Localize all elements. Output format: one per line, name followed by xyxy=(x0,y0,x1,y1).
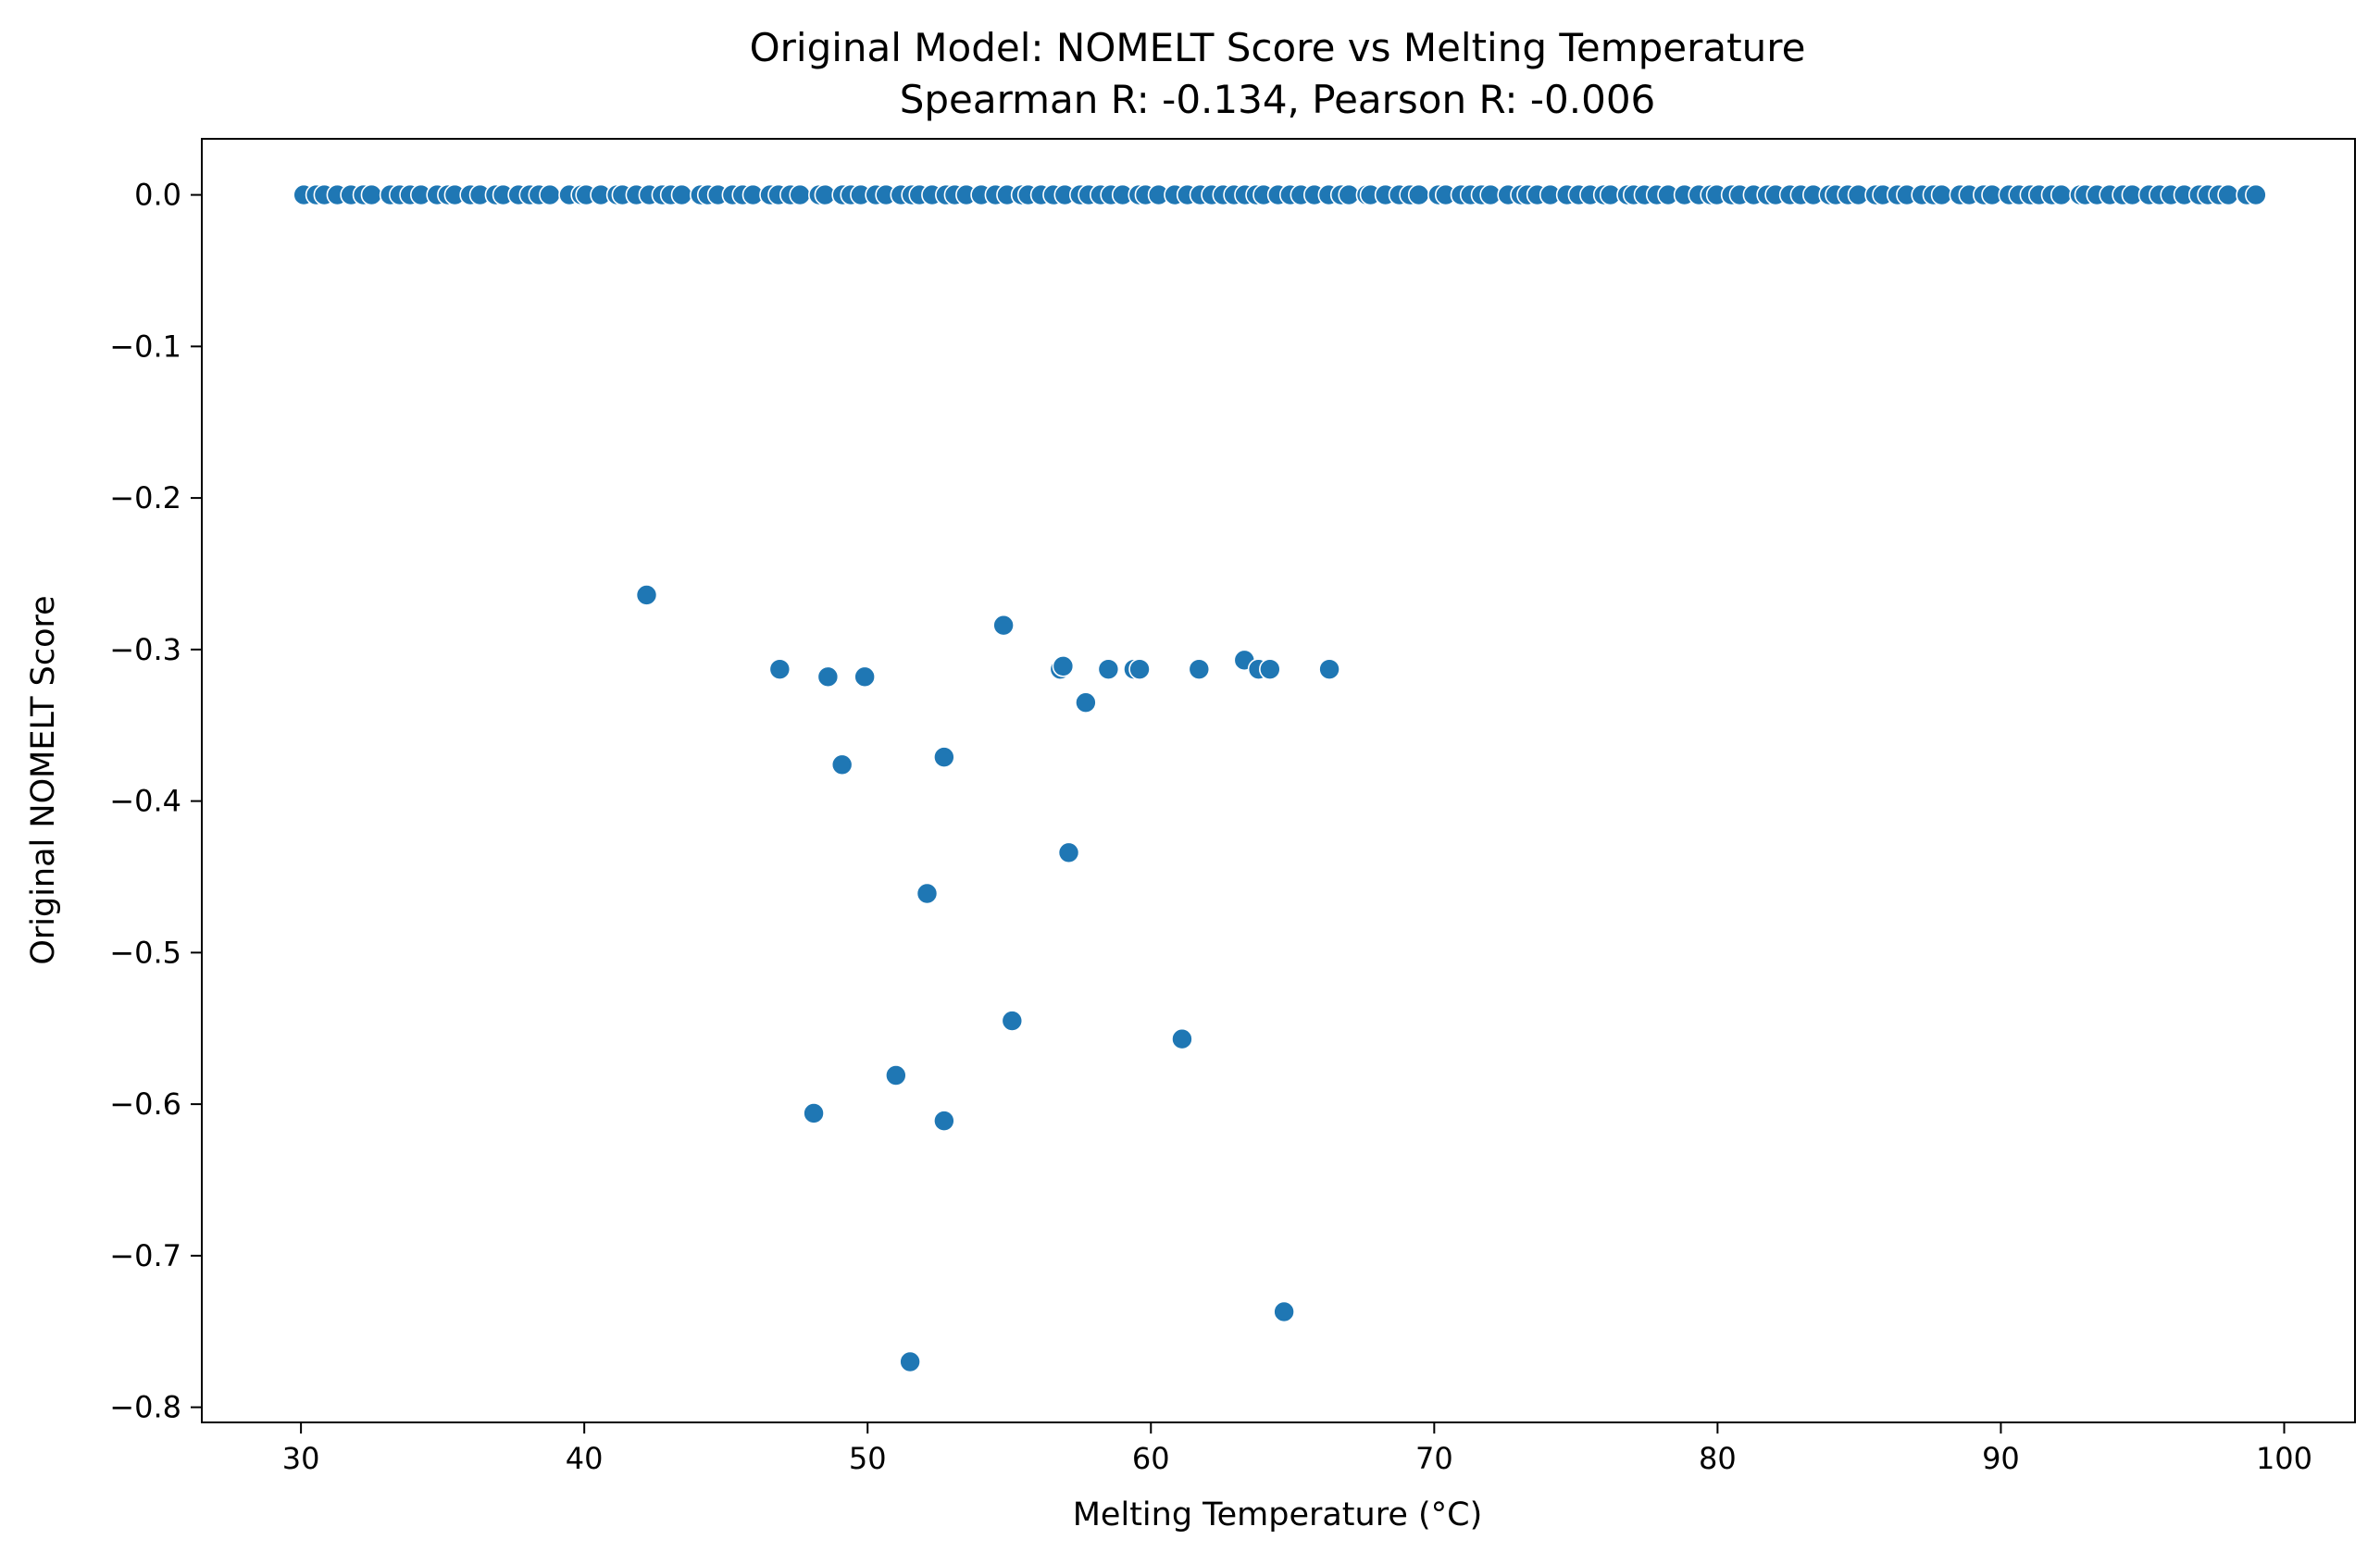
x-tick-label: 30 xyxy=(282,1441,320,1476)
y-tick-label: −0.3 xyxy=(109,632,181,667)
data-point xyxy=(992,614,1015,637)
data-point xyxy=(768,658,791,680)
data-point xyxy=(1188,658,1211,680)
data-point-zero xyxy=(2050,183,2073,206)
data-point xyxy=(1052,655,1075,677)
data-point xyxy=(1057,841,1080,864)
x-tick-label: 50 xyxy=(849,1441,887,1476)
y-tick-label: −0.8 xyxy=(109,1390,181,1425)
x-axis-label: Melting Temperature (°C) xyxy=(1073,1496,1483,1533)
data-point xyxy=(816,665,840,689)
y-tick-label: −0.6 xyxy=(109,1086,181,1122)
x-tick-label: 40 xyxy=(566,1441,604,1476)
data-point xyxy=(1171,1027,1193,1050)
x-tick-label: 80 xyxy=(1699,1441,1737,1476)
y-tick-label: −0.5 xyxy=(109,935,181,970)
data-point xyxy=(1259,658,1281,680)
data-point-zero xyxy=(360,183,383,206)
y-tick-label: −0.4 xyxy=(109,784,181,819)
data-point xyxy=(1075,691,1097,714)
data-point xyxy=(830,753,854,776)
x-tick-label: 60 xyxy=(1132,1441,1170,1476)
x-tick-label: 100 xyxy=(2256,1441,2312,1476)
y-tick-label: −0.2 xyxy=(109,480,181,515)
data-point xyxy=(899,1350,921,1373)
data-point xyxy=(635,584,658,606)
chart-title: Original Model: NOMELT Score vs Melting … xyxy=(750,25,1806,70)
data-point xyxy=(1318,658,1340,680)
data-point xyxy=(933,746,955,768)
data-point-zero xyxy=(2245,183,2267,206)
data-point xyxy=(933,1110,955,1132)
data-point xyxy=(1128,658,1151,680)
x-tick-label: 70 xyxy=(1415,1441,1453,1476)
data-point xyxy=(854,665,876,689)
plot-area-frame xyxy=(201,138,2356,1423)
data-point xyxy=(1097,658,1120,680)
data-point xyxy=(803,1102,825,1124)
data-point-zero xyxy=(1930,183,1953,206)
data-point xyxy=(1001,1010,1024,1032)
y-tick-label: 0.0 xyxy=(134,178,181,213)
data-point-zero xyxy=(2217,183,2239,206)
data-point xyxy=(916,882,939,905)
x-axis-ticks: 30 40 50 60 70 80 90 100 xyxy=(282,1422,2312,1476)
x-tick-label: 90 xyxy=(1982,1441,2020,1476)
data-point-zero xyxy=(539,183,561,206)
data-point-zero xyxy=(1407,183,1430,206)
data-point xyxy=(885,1064,907,1086)
data-point-zero xyxy=(789,183,811,206)
y-tick-label: −0.7 xyxy=(109,1238,181,1273)
data-point-zero xyxy=(670,183,693,206)
y-axis-label: Original NOMELT Score xyxy=(25,595,62,964)
chart-subtitle: Spearman R: -0.134, Pearson R: -0.006 xyxy=(900,77,1656,122)
y-axis-ticks: 0.0 −0.1 −0.2 −0.3 −0.4 −0.5 −0.6 −0.7 −0.8 xyxy=(109,178,202,1425)
data-points xyxy=(293,183,2267,1373)
y-tick-label: −0.1 xyxy=(109,329,181,364)
data-point xyxy=(1273,1300,1295,1323)
